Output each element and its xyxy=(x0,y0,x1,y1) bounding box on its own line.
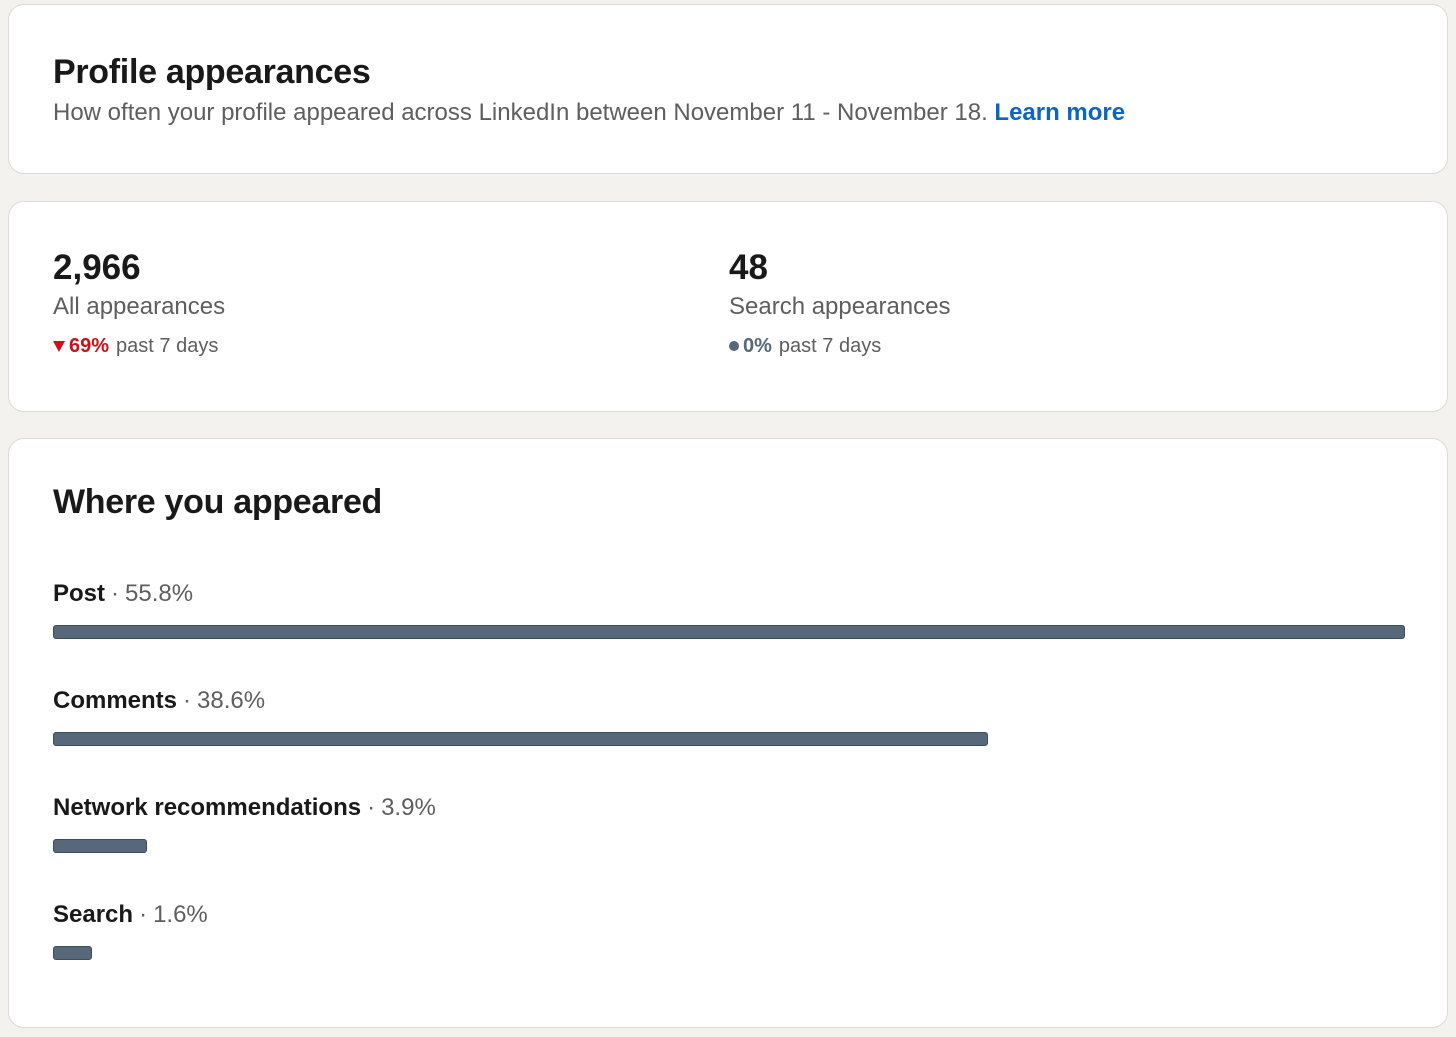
bar-percent: 1.6% xyxy=(153,901,208,928)
bar-track xyxy=(53,625,1405,639)
bar-name: Post xyxy=(53,580,106,607)
bar-separator: · xyxy=(139,901,148,928)
bar-fill xyxy=(53,839,148,853)
bar-separator: · xyxy=(183,687,192,714)
bar-fill xyxy=(53,946,92,960)
bar-percent: 38.6% xyxy=(197,687,266,714)
stat-change: 69% past 7 days xyxy=(53,334,225,358)
stat-value: 2,966 xyxy=(53,248,141,287)
bar-separator: · xyxy=(367,794,376,821)
section-title: Where you appeared xyxy=(53,483,383,521)
trend-down-icon xyxy=(53,340,65,352)
bar-separator: · xyxy=(111,580,120,607)
page-subtitle: How often your profile appeared across L… xyxy=(53,99,1125,127)
bar-percent: 55.8% xyxy=(125,580,194,607)
page-title: Profile appearances xyxy=(53,53,371,91)
stat-label: All appearances xyxy=(53,293,226,320)
stat-value: 48 xyxy=(729,248,768,287)
where-you-appeared-card: Where you appeared Post · 55.8% Comments · 3… xyxy=(8,438,1448,1028)
bar-label: Network recommendations · 3.9% xyxy=(53,793,1405,823)
stats-card: 2,966 All appearances 69% past 7 days 48… xyxy=(8,201,1448,412)
stat-all-appearances: 2,966 All appearances 69% past 7 days xyxy=(53,248,225,358)
bar-fill xyxy=(53,732,989,746)
change-percent: 0% xyxy=(743,335,772,357)
change-period: past 7 days xyxy=(778,335,882,357)
bar-percent: 3.9% xyxy=(381,794,436,821)
bar-track xyxy=(53,946,1405,960)
trend-neutral-icon xyxy=(729,341,739,351)
change-period: past 7 days xyxy=(116,335,219,357)
bar-row-post: Post · 55.8% xyxy=(53,579,1405,639)
bar-fill xyxy=(53,625,1405,639)
bar-row-comments: Comments · 38.6% xyxy=(53,686,1405,746)
subtitle-text: How often your profile appeared across L… xyxy=(53,99,988,126)
bar-name: Search xyxy=(53,901,134,928)
stat-search-appearances: 48 Search appearances 0% past 7 days xyxy=(729,248,950,358)
change-percent: 69% xyxy=(69,335,110,357)
bar-row-search: Search · 1.6% xyxy=(53,900,1405,960)
bar-track xyxy=(53,839,1405,853)
bar-name: Network recommendations xyxy=(53,794,362,821)
stat-label: Search appearances xyxy=(729,293,951,320)
stat-change: 0% past 7 days xyxy=(729,334,950,358)
bar-label: Post · 55.8% xyxy=(53,579,1405,609)
bar-track xyxy=(53,732,1405,746)
learn-more-link[interactable]: Learn more xyxy=(994,99,1126,126)
bar-label: Comments · 38.6% xyxy=(53,686,1405,716)
bar-name: Comments xyxy=(53,687,178,714)
bar-row-network-recommendations: Network recommendations · 3.9% xyxy=(53,793,1405,853)
profile-appearances-card: Profile appearances How often your profi… xyxy=(8,4,1448,174)
bar-label: Search · 1.6% xyxy=(53,900,1405,930)
